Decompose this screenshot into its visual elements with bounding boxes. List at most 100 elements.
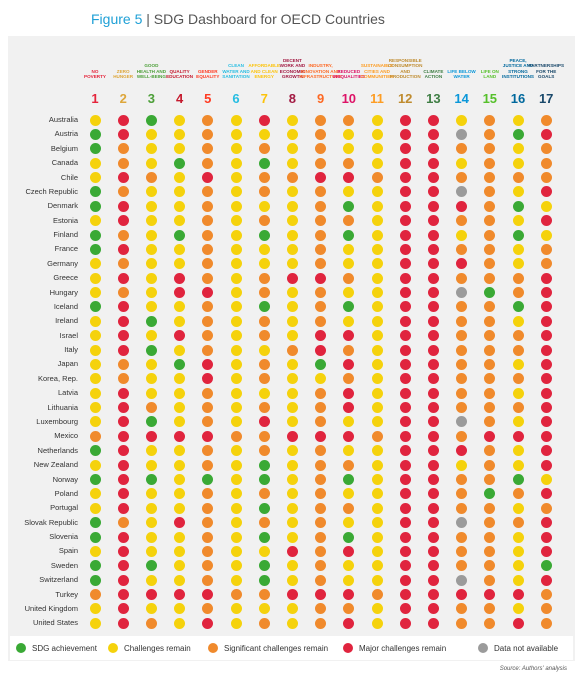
status-dot xyxy=(484,358,496,370)
status-dot xyxy=(512,114,524,126)
country-label: Australia xyxy=(48,115,78,124)
status-dot xyxy=(484,301,496,313)
goal-number: 1 xyxy=(91,91,99,106)
status-dot xyxy=(371,215,383,227)
status-dot xyxy=(202,301,214,313)
status-dot xyxy=(202,186,214,198)
status-dot xyxy=(427,172,439,184)
status-dot xyxy=(230,560,242,572)
country-label: New Zealand xyxy=(33,460,78,470)
status-dot xyxy=(371,617,383,629)
status-dot xyxy=(456,243,468,255)
status-dot xyxy=(117,330,129,342)
status-dot xyxy=(540,143,552,155)
country-label: Latvia xyxy=(57,388,78,398)
status-dot xyxy=(484,445,496,457)
legend-label: Major challenges remain xyxy=(359,643,447,653)
goal-number: 7 xyxy=(260,91,268,106)
status-dot xyxy=(174,358,186,370)
status-dot xyxy=(117,186,129,198)
status-dot xyxy=(343,387,355,399)
status-dot xyxy=(371,502,383,514)
status-dot xyxy=(427,301,439,313)
status-dot xyxy=(343,128,355,140)
status-dot xyxy=(202,157,214,169)
status-dot xyxy=(456,315,468,327)
status-dot xyxy=(286,157,298,169)
status-dot xyxy=(230,186,242,198)
status-dot xyxy=(286,344,298,356)
status-dot xyxy=(512,445,524,457)
status-dot xyxy=(258,589,270,601)
status-dot xyxy=(174,301,186,313)
status-dot xyxy=(371,416,383,428)
status-dot xyxy=(371,445,383,457)
status-dot xyxy=(427,114,439,126)
status-dot xyxy=(399,603,411,615)
status-dot xyxy=(540,387,552,399)
status-dot xyxy=(540,272,552,284)
status-dot xyxy=(174,200,186,212)
status-dot xyxy=(117,358,129,370)
goal-label-text: LIFE ON LAND xyxy=(480,68,499,80)
status-dot xyxy=(117,344,129,356)
status-dot xyxy=(343,574,355,586)
status-dot xyxy=(484,387,496,399)
goal-label-text: CLIMATE ACTION xyxy=(423,68,444,80)
legend-label: Challenges remain xyxy=(124,643,191,653)
status-dot xyxy=(371,229,383,241)
status-dot xyxy=(230,387,242,399)
status-dot xyxy=(258,430,270,442)
goal-label: LIFE BELOW WATER xyxy=(447,30,477,80)
status-dot xyxy=(512,502,524,514)
status-dot xyxy=(286,589,298,601)
status-dot xyxy=(456,157,468,169)
status-dot xyxy=(371,373,383,385)
status-dot xyxy=(230,215,242,227)
status-dot xyxy=(145,272,157,284)
status-dot xyxy=(427,574,439,586)
status-dot xyxy=(174,258,186,270)
status-dot xyxy=(315,402,327,414)
status-dot xyxy=(145,416,157,428)
status-dot xyxy=(286,502,298,514)
goal-label-text: QUALITY EDUCATION xyxy=(166,68,194,80)
goal-number: 9 xyxy=(316,91,325,106)
status-dot xyxy=(117,258,129,270)
status-dot xyxy=(315,229,327,241)
status-dot xyxy=(399,143,411,155)
status-dot xyxy=(315,474,327,485)
status-dot xyxy=(484,373,496,385)
status-dot xyxy=(202,430,214,442)
status-dot xyxy=(286,617,298,629)
status-dot xyxy=(540,330,552,342)
status-dot xyxy=(456,330,468,342)
status-dot xyxy=(540,186,552,198)
goal-label-text: PEACE, JUSTICE AND STRONG INSTITUTIONS xyxy=(502,57,534,80)
status-dot xyxy=(145,430,157,442)
status-dot xyxy=(117,243,129,255)
status-dot xyxy=(174,603,186,615)
status-dot xyxy=(315,445,327,457)
status-dot xyxy=(230,358,242,370)
status-dot xyxy=(343,200,355,212)
status-dot xyxy=(343,445,355,457)
status-dot xyxy=(512,545,524,557)
status-dot xyxy=(427,186,439,198)
status-dot xyxy=(315,430,327,442)
status-dot xyxy=(512,358,524,370)
legend-swatch xyxy=(108,643,118,653)
status-dot xyxy=(456,474,468,485)
status-dot xyxy=(258,402,270,414)
status-dot xyxy=(89,200,101,212)
status-dot xyxy=(371,603,383,615)
status-dot xyxy=(315,330,327,342)
status-dot xyxy=(117,531,129,543)
goal-label: AFFORDABLE AND CLEAN ENERGY xyxy=(248,30,280,80)
status-dot xyxy=(315,143,327,155)
country-label: Czech Republic xyxy=(25,186,78,196)
status-dot xyxy=(512,186,524,198)
status-dot xyxy=(456,200,468,212)
status-dot xyxy=(427,243,439,255)
status-dot xyxy=(484,287,496,299)
